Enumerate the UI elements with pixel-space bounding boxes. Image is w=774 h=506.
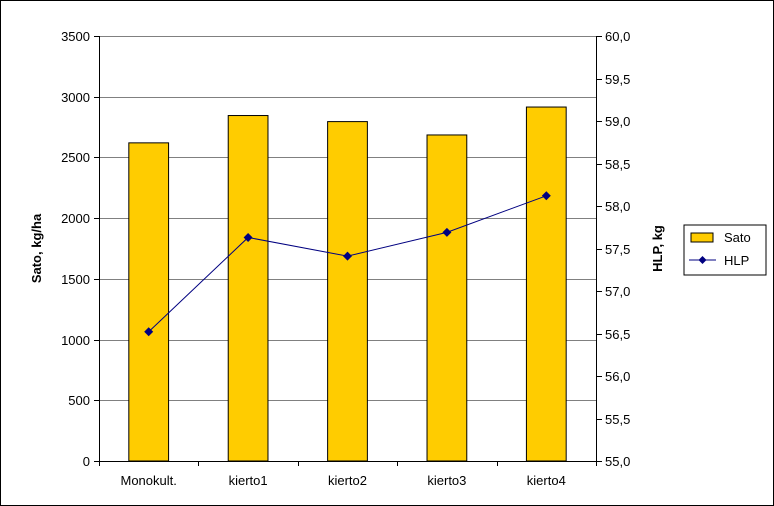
y2-tick-label: 58,5: [605, 157, 630, 172]
line-series: [144, 191, 551, 337]
bar-kierto1: [227, 115, 269, 462]
x-tick-label: kierto4: [527, 473, 566, 488]
y-tick-label: 3500: [61, 29, 90, 44]
hlp-point-kierto1: [243, 232, 253, 242]
y2-tick-label: 55,5: [605, 412, 630, 427]
y2-tick-label: 59,5: [605, 72, 630, 87]
x-tick-label: Monokult.: [121, 473, 177, 488]
y-tick-label: 500: [68, 393, 90, 408]
y-tick-label: 0: [83, 454, 90, 469]
y-axis-title: Sato, kg/ha: [29, 213, 44, 283]
y2-tick-label: 59,0: [605, 114, 630, 129]
y-tick-label: 2000: [61, 211, 90, 226]
bar-Monokult.: [128, 142, 170, 462]
bar-series: [128, 106, 567, 462]
y2-tick-label: 58,0: [605, 199, 630, 214]
y2-tick-label: 55,0: [605, 454, 630, 469]
axes: [94, 36, 602, 466]
y2-tick-label: 57,5: [605, 242, 630, 257]
x-tick-label: kierto1: [229, 473, 268, 488]
hlp-point-kierto3: [442, 227, 452, 237]
legend-swatch-sato: [690, 232, 714, 243]
hlp-point-Monokult.: [144, 327, 154, 337]
y2-tick-label: 60,0: [605, 29, 630, 44]
y-tick-label: 1500: [61, 272, 90, 287]
hlp-point-kierto4: [541, 191, 551, 201]
x-tick-label: kierto2: [328, 473, 367, 488]
y-tick-label: 1000: [61, 333, 90, 348]
bar-kierto3: [426, 134, 468, 462]
y2-tick-label: 56,5: [605, 327, 630, 342]
x-tick-label: kierto3: [427, 473, 466, 488]
y2-tick-label: 57,0: [605, 284, 630, 299]
hlp-point-kierto2: [343, 251, 352, 261]
bar-kierto2: [327, 121, 368, 462]
legend: Sato HLP: [683, 224, 767, 276]
legend-label-sato: Sato: [724, 230, 751, 245]
y2-axis-title: HLP, kg: [650, 225, 665, 272]
y-tick-label: 3000: [61, 90, 90, 105]
y2-tick-label: 56,0: [605, 369, 630, 384]
bar-kierto4: [525, 106, 567, 462]
legend-label-hlp: HLP: [724, 253, 749, 268]
legend-marker-hlp: [698, 256, 707, 264]
y-tick-label: 2500: [61, 150, 90, 165]
tick-labels: 0 500 1000 1500 2000 2500 3000 3500 55,0 55,5 56,0…: [61, 29, 630, 488]
